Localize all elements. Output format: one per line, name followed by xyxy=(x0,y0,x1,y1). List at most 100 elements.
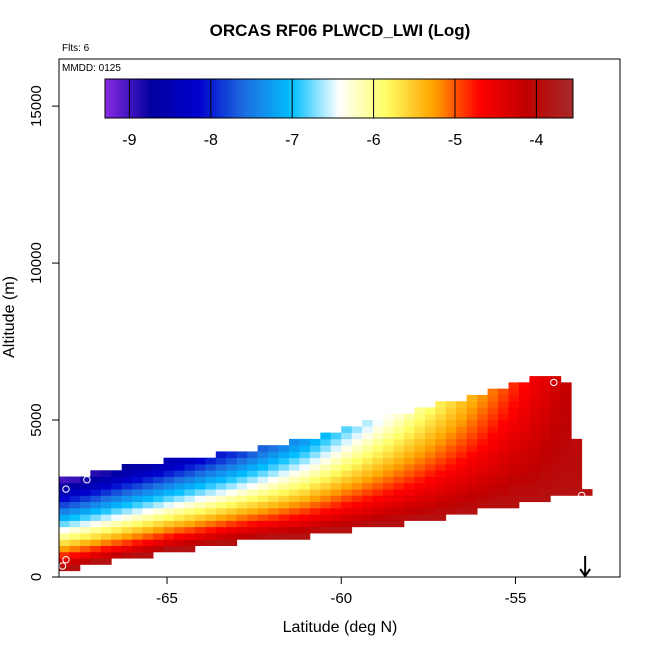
heatmap-cell xyxy=(215,520,227,528)
heatmap-cell xyxy=(560,482,572,490)
heatmap-cell xyxy=(529,451,541,459)
heatmap-cell xyxy=(351,426,363,433)
heatmap-cell xyxy=(132,470,144,477)
x-tick-label: -55 xyxy=(505,590,527,607)
colorbar-segment xyxy=(391,79,395,118)
colorbar-segment xyxy=(160,79,164,118)
heatmap-cell xyxy=(445,495,457,503)
heatmap-cell xyxy=(320,445,332,452)
heatmap-cell xyxy=(309,470,321,477)
heatmap-cell xyxy=(414,507,426,515)
heatmap-cell xyxy=(59,495,70,503)
colorbar-segment xyxy=(558,79,562,118)
colorbar-segment xyxy=(377,79,381,118)
heatmap-cell xyxy=(424,438,436,446)
heatmap-cell xyxy=(477,501,488,509)
heatmap-cell xyxy=(529,401,541,408)
heatmap-cell xyxy=(435,457,447,465)
heatmap-cell xyxy=(341,507,353,515)
colorbar-segment xyxy=(227,79,232,118)
heatmap-cell xyxy=(466,489,478,496)
heatmap-cell xyxy=(529,489,541,496)
heatmap-cell xyxy=(383,520,394,528)
colorbar-segment xyxy=(473,79,477,118)
colorbar-segment xyxy=(262,79,267,118)
heatmap-cell xyxy=(414,482,426,490)
heatmap-cell xyxy=(456,438,468,446)
colorbar-segment xyxy=(417,79,422,118)
heatmap-cell xyxy=(529,482,541,490)
heatmap-cell xyxy=(132,545,144,553)
heatmap-cell xyxy=(487,482,499,490)
heatmap-cell xyxy=(518,413,530,421)
heatmap-cell xyxy=(341,426,353,433)
heatmap-cell xyxy=(393,476,405,484)
colorbar-segment xyxy=(368,79,372,118)
heatmap-cell xyxy=(257,489,269,496)
heatmap-cell xyxy=(69,507,81,515)
heatmap-cell xyxy=(309,445,321,452)
heatmap-cell xyxy=(320,489,332,496)
heatmap-cell xyxy=(362,514,373,521)
colorbar-segment xyxy=(336,79,340,118)
heatmap-cell xyxy=(79,526,91,534)
heatmap-cell xyxy=(247,514,259,521)
heatmap-cell xyxy=(424,476,436,484)
colorbar-segment xyxy=(116,79,121,118)
flights-note: Flts: 6 xyxy=(62,43,90,54)
heatmap-cell xyxy=(257,533,269,540)
heatmap-cell xyxy=(121,514,133,521)
heatmap-cell xyxy=(414,457,426,465)
heatmap-cell xyxy=(299,526,311,534)
heatmap-cell xyxy=(383,426,394,433)
heatmap-cell xyxy=(560,432,572,440)
heatmap-cell xyxy=(268,476,279,484)
colorbar-segment xyxy=(341,79,346,118)
colorbar-segment xyxy=(298,79,302,118)
heatmap-cell xyxy=(403,432,415,440)
heatmap-cell xyxy=(435,438,447,446)
heatmap-cell xyxy=(257,482,269,490)
heatmap-cell xyxy=(142,489,154,496)
heatmap-cell xyxy=(403,438,415,446)
colorbar-segment xyxy=(379,79,384,118)
heatmap-cell xyxy=(550,401,562,408)
heatmap-cell xyxy=(456,476,468,484)
heatmap-cell xyxy=(205,514,217,521)
heatmap-cell xyxy=(414,451,426,459)
heatmap-cell xyxy=(257,463,269,471)
heatmap-cell xyxy=(194,495,206,503)
heatmap-cell xyxy=(163,539,175,547)
heatmap-cell xyxy=(456,507,468,515)
colorbar-segment xyxy=(265,79,270,118)
heatmap-cell xyxy=(383,495,394,503)
heatmap-cell xyxy=(330,520,342,528)
heatmap-cell xyxy=(424,457,436,465)
heatmap-cell xyxy=(299,476,311,484)
heatmap-cell xyxy=(456,426,468,433)
heatmap-cell xyxy=(466,457,478,465)
heatmap-cell xyxy=(477,457,488,465)
colorbar-segment xyxy=(420,79,425,118)
heatmap-cell xyxy=(560,451,572,459)
heatmap-cell xyxy=(90,533,102,540)
heatmap-cell xyxy=(215,495,227,503)
heatmap-cell xyxy=(372,495,384,503)
heatmap-cell xyxy=(142,514,154,521)
heatmap-cell xyxy=(205,501,217,509)
heatmap-cell xyxy=(393,457,405,465)
heatmap-cell xyxy=(288,482,300,490)
heatmap-cell xyxy=(424,470,436,477)
heatmap-cell xyxy=(341,482,353,490)
heatmap-cell xyxy=(330,445,342,452)
heatmap-cell xyxy=(330,482,342,490)
heatmap-cell xyxy=(194,476,206,484)
colorbar-segment xyxy=(476,79,480,118)
chart-title: ORCAS RF06 PLWCD_LWI (Log) xyxy=(210,21,471,40)
heatmap-cell xyxy=(194,533,206,540)
heatmap-cell xyxy=(372,501,384,509)
heatmap-cell xyxy=(236,457,248,465)
heatmap-cell xyxy=(184,526,196,534)
heatmap-cell xyxy=(383,463,394,471)
